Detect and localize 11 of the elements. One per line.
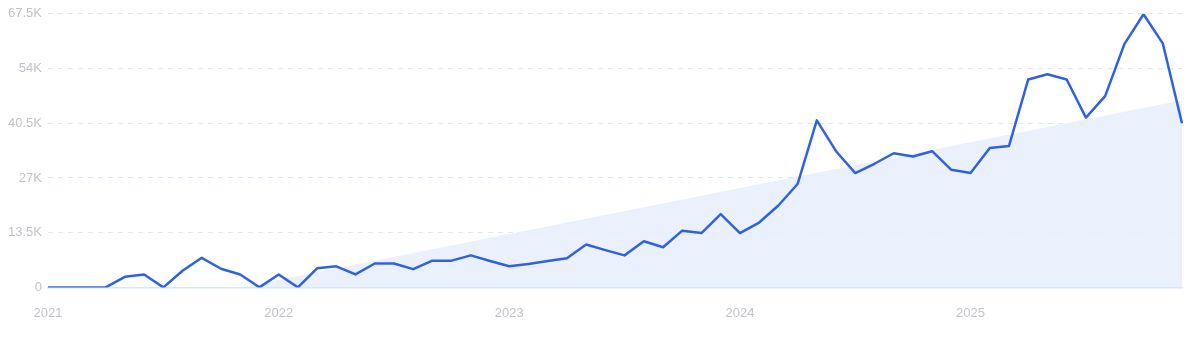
x-tick-label: 2025: [956, 304, 986, 320]
x-tick-label: 2022: [264, 304, 294, 320]
y-tick-label: 0: [34, 278, 42, 294]
y-tick-label: 13.5K: [8, 224, 43, 240]
y-tick-label: 27K: [18, 169, 43, 185]
x-tick-label: 2021: [33, 304, 63, 320]
x-tick-label: 2024: [725, 304, 755, 320]
x-tick-label: 2023: [494, 304, 524, 320]
y-tick-label: 54K: [18, 60, 43, 76]
y-tick-label: 67.5K: [8, 5, 43, 21]
y-tick-label: 40.5K: [8, 114, 43, 130]
